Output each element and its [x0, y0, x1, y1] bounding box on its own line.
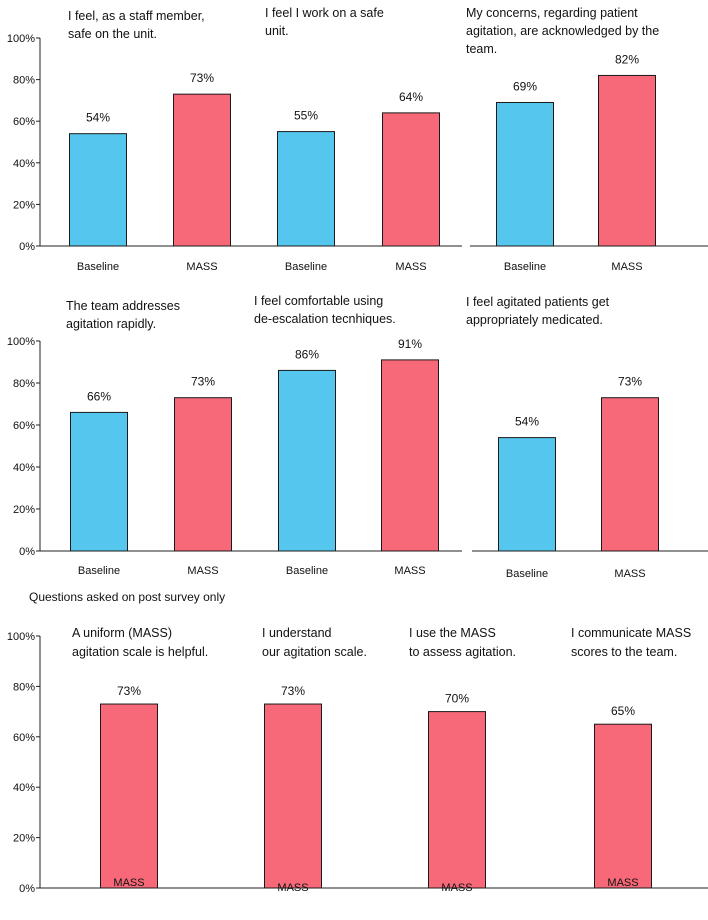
y-tick-label: 80% — [13, 378, 35, 390]
data-label: 86% — [295, 347, 319, 361]
data-label: 91% — [398, 337, 422, 351]
chart-title-line: our agitation scale. — [262, 645, 367, 659]
data-label: 69% — [513, 79, 537, 93]
data-label: 73% — [281, 684, 305, 698]
category-label: MASS — [394, 565, 425, 577]
bar-baseline — [498, 437, 556, 552]
y-tick-label: 60% — [13, 420, 35, 432]
chart-title-line: agitation scale is helpful. — [72, 645, 208, 659]
chart-title-line: unit. — [265, 24, 289, 38]
chart-title-line: team. — [466, 42, 497, 56]
data-label: 70% — [445, 692, 469, 706]
category-label: MASS — [187, 565, 218, 577]
category-label: MASS — [614, 568, 645, 580]
chart-title-line: to assess agitation. — [409, 645, 516, 659]
bar-mass — [100, 703, 158, 889]
data-label: 65% — [611, 704, 635, 718]
bar-baseline — [70, 411, 128, 552]
y-tick-label: 20% — [13, 833, 35, 845]
category-label: Baseline — [77, 261, 119, 273]
chart-title-line: I use the MASS — [409, 626, 496, 640]
data-label: 66% — [87, 389, 111, 403]
y-tick-label: 0% — [19, 546, 35, 558]
category-label: MASS — [607, 877, 638, 889]
y-tick-label: 60% — [13, 732, 35, 744]
y-tick-label: 0% — [19, 241, 35, 253]
data-label: 64% — [399, 90, 423, 104]
y-tick-label: 20% — [13, 199, 35, 211]
bar-baseline — [277, 131, 335, 247]
chart-title-line: de-escalation tecnhiques. — [254, 312, 396, 326]
category-label: Baseline — [286, 565, 328, 577]
chart-title-line: My concerns, regarding patient — [466, 6, 638, 20]
chart-title-line: I communicate MASS — [571, 626, 691, 640]
category-label: Baseline — [78, 565, 120, 577]
chart-title-line: I feel, as a staff member, — [68, 9, 205, 23]
data-label: 54% — [86, 111, 110, 125]
y-tick-label: 80% — [13, 681, 35, 693]
chart-title-line: I understand — [262, 626, 332, 640]
section-title: Questions asked on post survey only — [29, 590, 225, 604]
bar-mass — [428, 711, 486, 889]
bar-mass — [594, 723, 652, 889]
bar-mass — [598, 74, 656, 247]
chart-title-line: agitation rapidly. — [66, 317, 156, 331]
chart-title-line: I feel comfortable using — [254, 294, 383, 308]
chart-title-line: I feel I work on a safe — [265, 6, 384, 20]
chart-title-line: scores to the team. — [571, 645, 677, 659]
bar-mass — [173, 93, 231, 247]
chart-title-line: appropriately medicated. — [466, 313, 603, 327]
y-tick-label: 80% — [13, 75, 35, 87]
data-label: 73% — [190, 71, 214, 85]
bar-baseline — [69, 133, 127, 247]
y-tick-label: 100% — [7, 33, 35, 45]
bar-mass — [601, 397, 659, 552]
data-label: 73% — [117, 684, 141, 698]
chart-title-line: A uniform (MASS) — [72, 626, 172, 640]
data-label: 55% — [294, 109, 318, 123]
chart-title-line: safe on the unit. — [68, 27, 157, 41]
y-tick-label: 100% — [7, 631, 35, 643]
chart-title-line: I feel agitated patients get — [466, 295, 610, 309]
bar-baseline — [278, 369, 336, 552]
category-label: MASS — [441, 882, 472, 894]
category-label: Baseline — [285, 261, 327, 273]
category-label: MASS — [611, 261, 642, 273]
data-label: 54% — [515, 415, 539, 429]
y-tick-label: 40% — [13, 158, 35, 170]
bar-mass — [264, 703, 322, 889]
category-label: Baseline — [504, 261, 546, 273]
chart-title-line: agitation, are acknowledged by the — [466, 24, 659, 38]
y-tick-label: 60% — [13, 116, 35, 128]
bar-mass — [174, 397, 232, 552]
bar-baseline — [496, 101, 554, 247]
category-label: MASS — [113, 877, 144, 889]
y-tick-label: 40% — [13, 462, 35, 474]
y-tick-label: 40% — [13, 782, 35, 794]
bar-mass — [381, 359, 439, 552]
y-tick-label: 0% — [19, 883, 35, 895]
category-label: MASS — [186, 261, 217, 273]
category-label: MASS — [277, 882, 308, 894]
data-label: 73% — [618, 375, 642, 389]
bar-mass — [382, 112, 440, 247]
category-label: Baseline — [506, 568, 548, 580]
y-tick-label: 20% — [13, 504, 35, 516]
category-label: MASS — [395, 261, 426, 273]
chart-title-line: The team addresses — [66, 299, 180, 313]
data-label: 82% — [615, 52, 639, 66]
y-tick-label: 100% — [7, 336, 35, 348]
data-label: 73% — [191, 375, 215, 389]
